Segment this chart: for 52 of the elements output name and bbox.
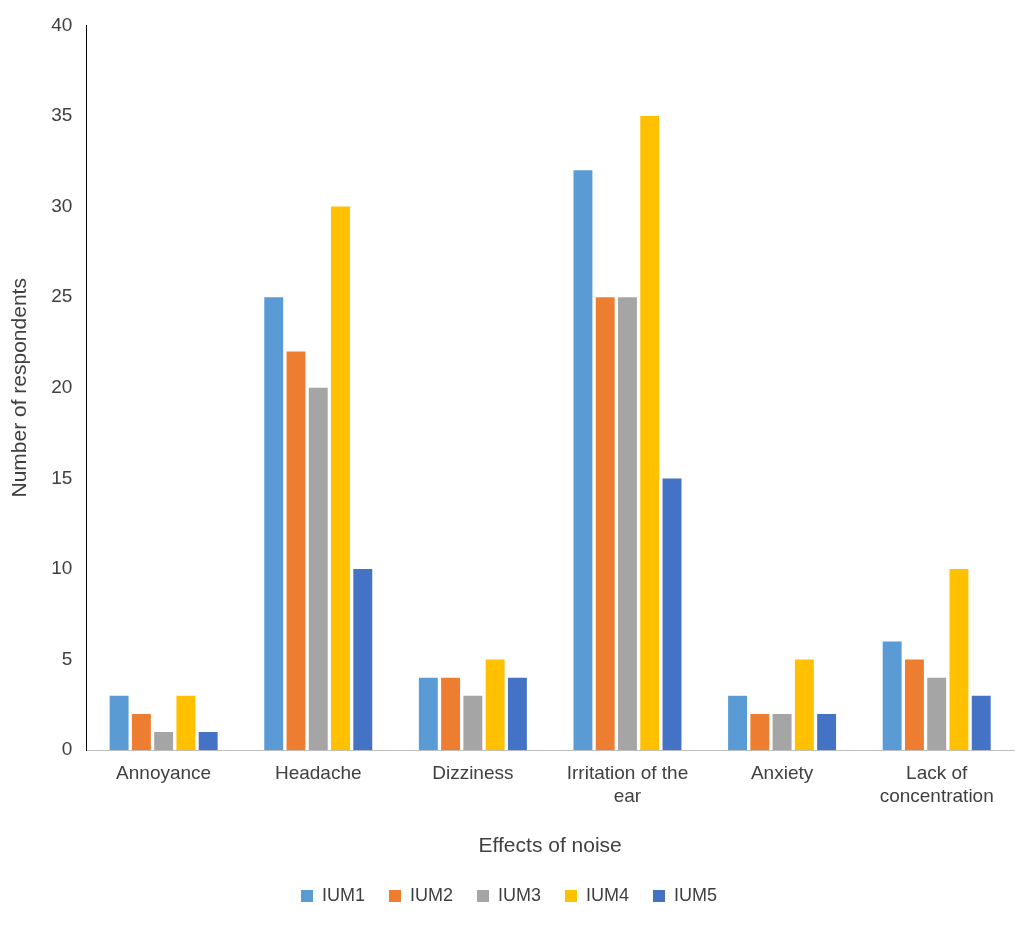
x-tick-label: Dizziness (432, 761, 514, 783)
y-tick-label: 5 (61, 647, 73, 669)
legend-label: IUM5 (674, 884, 718, 905)
x-tick-label: Lack of concentration (879, 761, 994, 806)
bar (418, 677, 438, 751)
bar (728, 695, 748, 751)
y-tick-label: 35 (51, 104, 73, 126)
bar (882, 641, 902, 751)
y-tick-label: 0 (61, 738, 73, 760)
bar (463, 695, 483, 751)
bar (353, 569, 373, 751)
bar (507, 677, 527, 751)
bar (264, 297, 284, 751)
bar (949, 569, 969, 751)
y-tick-label: 25 (51, 285, 73, 307)
bar (817, 713, 837, 751)
bar (595, 297, 615, 751)
legend-label: IUM2 (409, 884, 454, 905)
bar (176, 695, 196, 751)
x-tick-label: Anxiety (750, 761, 814, 783)
bar (109, 695, 129, 751)
bar (640, 116, 660, 751)
bar (618, 297, 637, 751)
bar (441, 677, 461, 751)
x-axis-title: Effects of noise (478, 833, 622, 857)
bar (573, 170, 593, 751)
bar (662, 478, 682, 751)
bar (154, 732, 174, 751)
legend-label: IUM3 (498, 884, 542, 905)
x-tick-label: Headache (274, 761, 362, 783)
x-tick-label: Annoyance (116, 761, 212, 783)
bar (904, 659, 924, 751)
bar (485, 659, 505, 751)
y-tick-label: 40 (51, 13, 73, 35)
bar (971, 695, 991, 751)
bar (308, 387, 328, 751)
bar (794, 659, 814, 751)
bar (286, 351, 306, 751)
y-tick-label: 20 (51, 376, 73, 398)
bar (772, 713, 792, 751)
y-tick-label: 30 (51, 194, 73, 216)
x-tick-label: Irritation of the ear (566, 761, 689, 806)
legend-label: IUM1 (321, 884, 365, 905)
bar (331, 206, 350, 751)
legend-label: IUM4 (586, 884, 630, 905)
y-axis-title: Number of respondents (7, 278, 31, 498)
bar (131, 713, 151, 751)
bar (198, 732, 218, 751)
y-tick-label: 10 (51, 557, 73, 579)
bar (750, 713, 770, 751)
bar (927, 677, 947, 751)
y-tick-label: 15 (51, 466, 73, 488)
